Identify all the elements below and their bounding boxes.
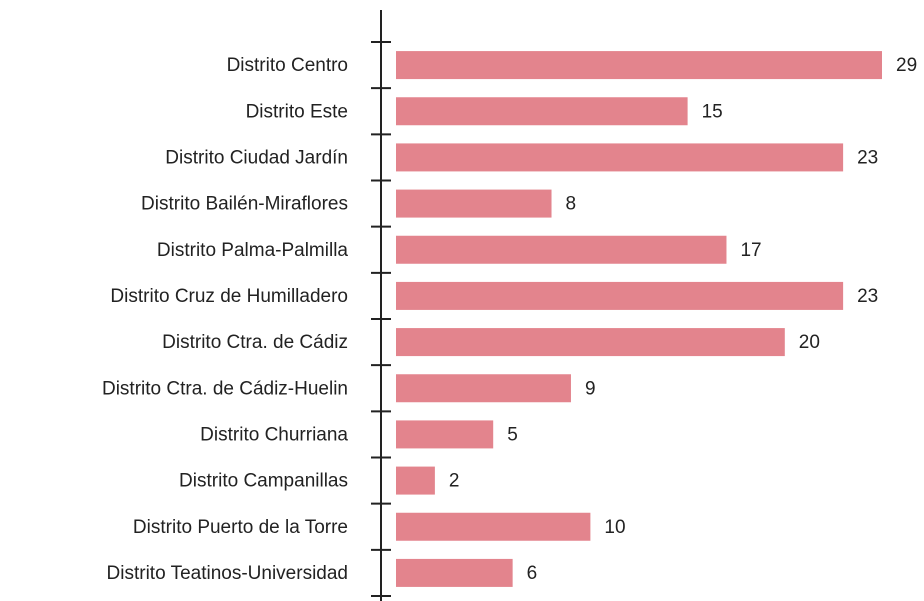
bar <box>396 420 494 449</box>
value-label: 29 <box>896 55 917 76</box>
value-label: 23 <box>857 147 878 168</box>
bar <box>396 143 844 172</box>
category-label: Distrito Teatinos-Universidad <box>107 563 348 584</box>
value-label: 5 <box>507 424 518 445</box>
category-label: Distrito Este <box>246 101 348 122</box>
category-label: Distrito Ctra. de Cádiz-Huelin <box>102 378 348 399</box>
value-label: 2 <box>449 471 460 492</box>
category-label: Distrito Cruz de Humilladero <box>110 286 348 307</box>
bar <box>396 466 435 495</box>
value-label: 17 <box>740 240 761 261</box>
bar <box>396 235 727 264</box>
bars <box>396 51 882 587</box>
category-label: Distrito Palma-Palmilla <box>157 240 349 261</box>
category-label: Distrito Puerto de la Torre <box>133 517 348 538</box>
bar <box>396 97 688 126</box>
bar <box>396 189 552 218</box>
category-label: Distrito Centro <box>227 55 348 76</box>
bar <box>396 512 591 541</box>
bar <box>396 558 513 587</box>
value-label: 10 <box>604 517 625 538</box>
value-label: 23 <box>857 286 878 307</box>
category-label: Distrito Ciudad Jardín <box>165 147 348 168</box>
value-label: 6 <box>527 563 538 584</box>
value-label: 20 <box>799 332 820 353</box>
bar <box>396 328 785 357</box>
bar <box>396 281 844 310</box>
category-label: Distrito Bailén-Miraflores <box>141 194 348 215</box>
category-label: Distrito Ctra. de Cádiz <box>162 332 348 353</box>
bar <box>396 374 571 403</box>
bar <box>396 51 882 80</box>
value-label: 8 <box>566 194 577 215</box>
category-label: Distrito Campanillas <box>179 471 348 492</box>
category-label: Distrito Churriana <box>200 424 348 445</box>
value-label: 9 <box>585 378 596 399</box>
value-label: 15 <box>702 101 723 122</box>
